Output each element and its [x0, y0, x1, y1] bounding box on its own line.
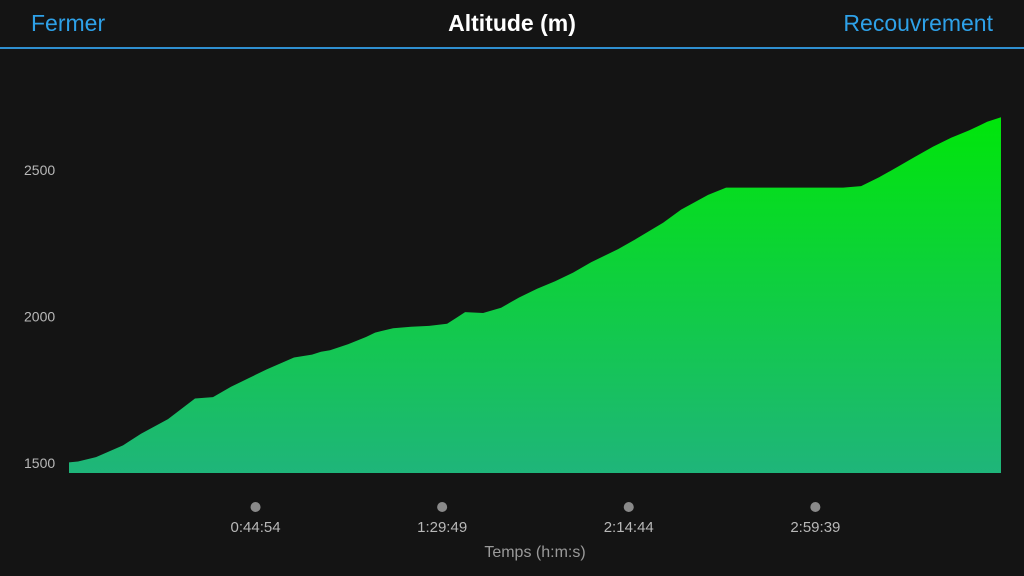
- x-tick-label: 0:44:54: [231, 519, 281, 536]
- y-tick-label: 2000: [24, 309, 55, 325]
- x-tick-label: 1:29:49: [417, 519, 467, 536]
- close-button[interactable]: Fermer: [31, 10, 106, 36]
- y-tick-label: 2500: [24, 162, 55, 178]
- header-bar: Fermer Altitude (m) Recouvrement: [0, 0, 1024, 49]
- x-tick-marker: [623, 502, 634, 512]
- x-tick-marker: [250, 502, 261, 512]
- overlay-button[interactable]: Recouvrement: [843, 10, 993, 36]
- y-tick-label: 1500: [24, 455, 55, 471]
- x-tick-label: 2:59:39: [790, 519, 840, 536]
- y-axis: 1500 2000 2500: [24, 162, 55, 471]
- page-title: Altitude (m): [448, 10, 576, 36]
- x-tick-marker: [810, 502, 821, 512]
- x-tick-marker: [437, 502, 448, 512]
- altitude-area: [69, 117, 1001, 474]
- x-axis: 0:44:54 1:29:49 2:14:44 2:59:39: [231, 502, 840, 536]
- x-axis-label: Temps (h:m:s): [484, 544, 585, 561]
- x-tick-label: 2:14:44: [604, 519, 654, 536]
- altitude-chart: 1500 2000 2500 0:44:54 1:29:49 2:14:44 2:59:3…: [24, 117, 1001, 561]
